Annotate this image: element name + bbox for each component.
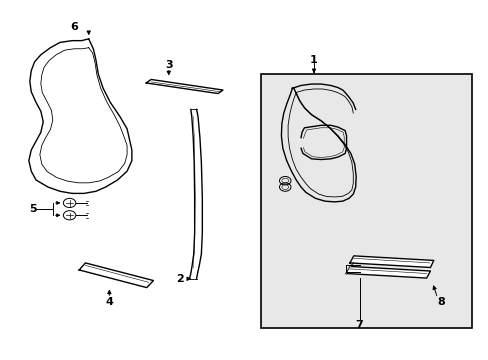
Polygon shape (146, 80, 223, 94)
Polygon shape (346, 266, 429, 278)
Polygon shape (346, 263, 353, 274)
Bar (261, 74, 471, 328)
Text: 2: 2 (176, 274, 183, 284)
Polygon shape (349, 256, 433, 267)
Polygon shape (79, 263, 153, 288)
Bar (261, 74, 471, 328)
Text: 6: 6 (70, 22, 78, 32)
Text: 1: 1 (309, 55, 317, 65)
Text: 7: 7 (355, 320, 363, 330)
Text: 5: 5 (29, 204, 37, 214)
Text: 8: 8 (436, 297, 444, 307)
Polygon shape (189, 109, 202, 279)
Text: 4: 4 (105, 297, 113, 307)
Text: 3: 3 (164, 60, 172, 70)
